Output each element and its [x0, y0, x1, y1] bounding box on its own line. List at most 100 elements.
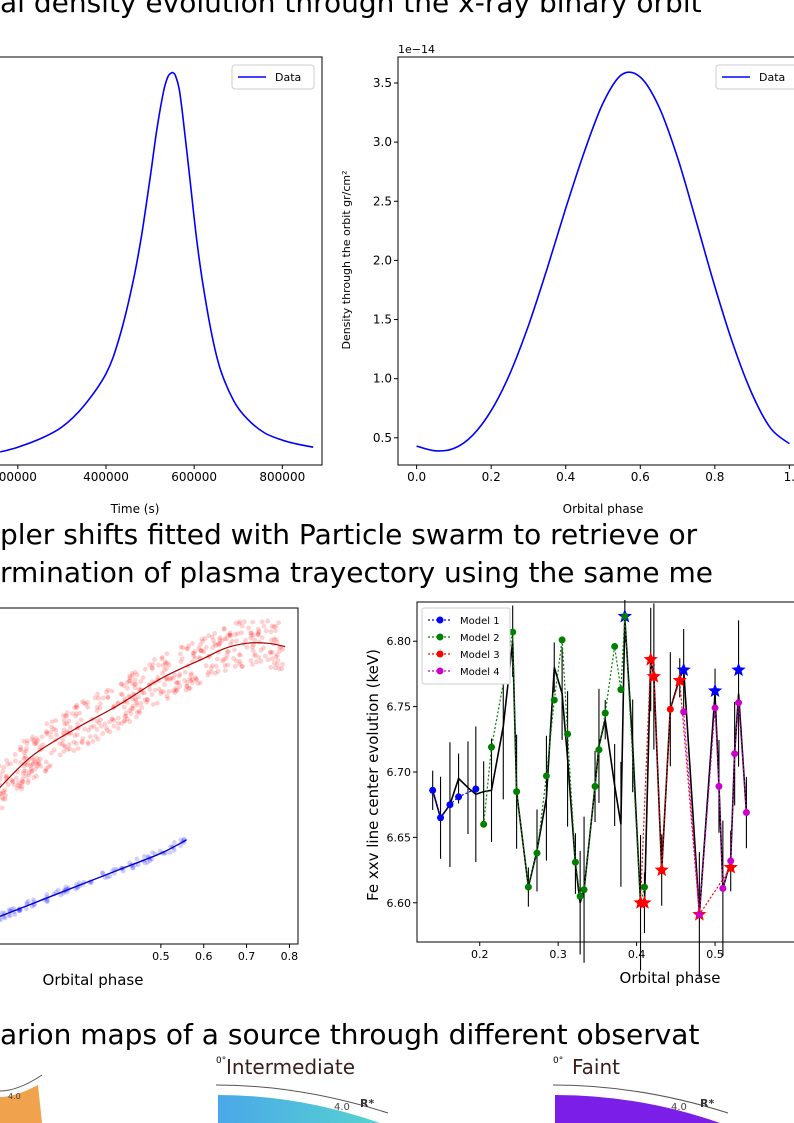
- blue-data-point: [105, 874, 110, 880]
- red-data-point: [267, 649, 273, 655]
- red-data-point: [127, 678, 133, 683]
- blue-data-point: [26, 898, 31, 904]
- red-data-point: [273, 623, 279, 629]
- y-tick-label: 6.60: [387, 897, 412, 910]
- red-data-point: [233, 620, 239, 626]
- model-point: [617, 686, 625, 694]
- red-data-point: [37, 756, 43, 762]
- red-data-point: [240, 664, 245, 669]
- red-data-point: [7, 761, 13, 767]
- red-data-point: [99, 723, 104, 729]
- red-data-point: [250, 644, 255, 650]
- model-point: [558, 636, 566, 644]
- red-data-point: [139, 690, 145, 696]
- red-data-point: [255, 632, 261, 638]
- red-data-point: [229, 639, 235, 644]
- red-data-point: [136, 709, 142, 714]
- model-point: [509, 628, 517, 636]
- red-data-point: [5, 761, 11, 767]
- red-data-point: [259, 635, 265, 641]
- red-data-point: [130, 672, 136, 678]
- model-point: [580, 886, 588, 894]
- blue-data-point: [6, 907, 12, 913]
- red-data-point: [13, 758, 18, 764]
- red-data-point: [237, 619, 243, 624]
- red-data-point: [31, 775, 37, 781]
- blue-data-point: [167, 850, 173, 855]
- red-data-point: [144, 699, 150, 705]
- red-data-point: [92, 695, 98, 701]
- red-data-point: [19, 784, 25, 789]
- red-data-point: [134, 714, 139, 720]
- red-data-point: [72, 705, 77, 711]
- red-data-point: [239, 623, 245, 629]
- red-data-point: [168, 675, 174, 681]
- red-data-point: [75, 721, 80, 727]
- red-data-point: [21, 750, 27, 755]
- red-data-point: [228, 632, 234, 638]
- blue-data-point: [0, 916, 2, 922]
- red-data-point: [21, 763, 27, 769]
- red-data-point: [32, 741, 37, 747]
- blue-data-point: [7, 913, 13, 919]
- red-data-point: [209, 669, 214, 675]
- red-data-point: [150, 662, 156, 667]
- model-point: [455, 793, 463, 801]
- plot-frame: [0, 607, 299, 945]
- model-point: [742, 809, 750, 817]
- red-data-point: [164, 660, 170, 666]
- red-data-point: [189, 671, 194, 677]
- red-data-point: [271, 624, 277, 630]
- red-data-point: [132, 677, 138, 682]
- red-data-point: [188, 672, 194, 678]
- red-data-point: [2, 796, 8, 802]
- red-data-point: [107, 729, 113, 735]
- red-data-point: [192, 675, 198, 680]
- y-tick-label: 1.5: [373, 313, 392, 327]
- red-data-point: [1, 764, 7, 770]
- red-data-point: [34, 773, 39, 779]
- red-data-point: [223, 656, 229, 662]
- red-data-point: [177, 672, 183, 677]
- red-data-point: [34, 740, 39, 746]
- red-data-point: [104, 689, 109, 695]
- red-data-point: [187, 685, 193, 691]
- red-data-point: [248, 630, 254, 636]
- red-data-point: [2, 787, 8, 793]
- red-data-point: [79, 739, 85, 744]
- red-data-point: [60, 713, 66, 718]
- heading-doppler-shifts: pler shifts fitted with Particle swarm t…: [0, 519, 698, 551]
- red-data-point: [57, 752, 63, 758]
- x-axis-label: Orbital phase: [563, 502, 644, 516]
- red-data-point: [51, 747, 57, 753]
- x-tick-label: 0.4: [556, 470, 575, 484]
- red-data-point: [263, 628, 269, 634]
- model-point: [429, 786, 437, 794]
- density-phase-chart: 1e−14 0.5 1.0 1.5 2.0 2.5 3.0 3.5 0.0 0.2 0.4 0.6…: [340, 43, 794, 516]
- red-data-point: [116, 715, 121, 721]
- red-data-point: [164, 693, 170, 699]
- red-data-point: [235, 631, 241, 637]
- blue-data-point: [31, 897, 36, 903]
- red-data-point: [152, 687, 158, 693]
- red-data-point: [205, 672, 211, 678]
- red-data-point: [127, 675, 133, 681]
- red-data-point: [203, 663, 209, 669]
- red-data-point: [81, 700, 87, 706]
- red-data-point: [105, 695, 111, 700]
- red-data-point: [176, 673, 182, 679]
- star-marker: [643, 652, 658, 666]
- red-data-point: [248, 658, 254, 664]
- red-data-point: [279, 666, 285, 672]
- red-data-point: [51, 726, 57, 732]
- red-data-point: [49, 719, 55, 724]
- red-data-point: [187, 676, 193, 682]
- red-data-point: [261, 645, 266, 651]
- x-tick-label: 0.6: [631, 470, 650, 484]
- red-data-point: [42, 768, 48, 774]
- red-data-point: [271, 636, 277, 642]
- red-data-point: [83, 701, 89, 707]
- red-data-point: [213, 670, 218, 676]
- red-data-point: [134, 700, 140, 706]
- red-data-point: [237, 661, 242, 667]
